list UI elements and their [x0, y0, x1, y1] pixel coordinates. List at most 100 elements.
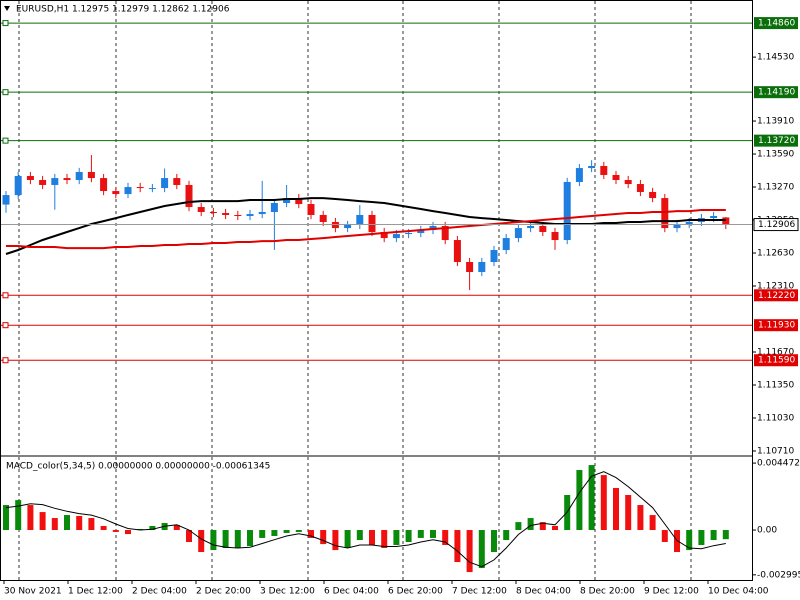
candle-body: [563, 181, 571, 241]
macd-bar: [295, 530, 302, 532]
candle-body: [551, 231, 559, 241]
level-anchor: [2, 357, 9, 364]
macd-bar: [88, 518, 95, 531]
candle-body: [295, 198, 303, 205]
macd-bar: [369, 530, 375, 545]
candle-body: [649, 191, 657, 199]
candle-body: [685, 221, 693, 225]
y-tick-label: 1.11670: [757, 347, 794, 357]
macd-bar: [308, 530, 314, 538]
macd-bar: [149, 525, 156, 531]
candle-body: [636, 184, 644, 192]
candle-body: [356, 214, 364, 225]
macd-bar: [686, 530, 693, 551]
level-price-box: [754, 17, 798, 30]
macd-bar: [405, 530, 412, 542]
indicator-title: MACD_color(5,34,5) 0.00000000 0.00000000…: [6, 462, 270, 472]
macd-bar: [64, 515, 70, 531]
macd-bar: [210, 530, 217, 551]
candle-body: [222, 213, 230, 215]
x-tick-label: 8 Dec 20:00: [580, 587, 635, 597]
macd-bar: [588, 465, 595, 531]
macd-bar: [430, 530, 436, 538]
candle-body: [283, 198, 291, 204]
macd-bar: [661, 530, 668, 542]
macd-bar: [637, 505, 644, 531]
y-tick-label: 0.00: [757, 526, 777, 536]
menu-arrow[interactable]: [4, 6, 10, 11]
macd-bar: [478, 530, 485, 569]
macd-bar: [503, 530, 510, 541]
x-tick-label: 9 Dec 12:00: [644, 587, 699, 597]
macd-bar: [649, 515, 656, 531]
level-price-box: [754, 134, 798, 147]
macd-bar: [125, 530, 131, 535]
macd-bar: [76, 515, 83, 531]
candle-body: [26, 175, 34, 181]
y-tick-label: 1.11030: [757, 413, 794, 423]
moving-average: [5, 197, 726, 255]
macd-bar: [454, 530, 461, 563]
y-tick-label: 1.13910: [757, 117, 794, 127]
candle-body: [75, 171, 83, 181]
y-tick-label: 1.13270: [757, 183, 794, 193]
x-tick-label: 6 Dec 04:00: [324, 587, 379, 597]
level-anchor: [2, 292, 9, 299]
macd-bar: [442, 530, 449, 545]
macd-bar: [698, 530, 705, 545]
candle-body: [514, 228, 522, 239]
candle-body: [161, 178, 169, 189]
x-tick-label: 7 Dec 12:00: [452, 587, 507, 597]
macd-bar: [234, 530, 241, 548]
candle-body: [673, 224, 681, 229]
level-price-label: 1.11590: [758, 356, 795, 366]
x-tick-label: 10 Dec 04:00: [708, 587, 769, 597]
y-tick-label: 1.13590: [757, 150, 794, 160]
macd-bar: [710, 530, 717, 541]
macd-bar: [259, 530, 266, 538]
candle-body: [124, 187, 132, 195]
candle-body: [466, 261, 474, 272]
level-price-box: [754, 319, 798, 332]
candle-body: [148, 188, 156, 190]
macd-bar: [600, 475, 607, 531]
candle-body: [490, 250, 498, 262]
macd-bar: [576, 470, 583, 531]
candle-body: [624, 180, 632, 185]
macd-bar: [552, 525, 558, 531]
candle-body: [51, 178, 59, 185]
candle-body: [234, 214, 242, 217]
candle-body: [136, 187, 144, 189]
level-price-label: 1.14860: [758, 19, 795, 29]
candle-body: [112, 191, 120, 195]
y-tick-label: 1.12310: [757, 282, 794, 292]
candle-body: [197, 207, 205, 212]
candle-body: [612, 174, 620, 181]
y-tick-label: 1.11350: [757, 380, 794, 390]
candle-body: [39, 180, 47, 185]
y-tick-label: 1.14530: [757, 53, 794, 63]
y-tick-label: 1.12630: [757, 249, 794, 259]
x-tick-label: 2 Dec 20:00: [196, 587, 251, 597]
macd-bar: [15, 500, 22, 531]
level-anchor: [2, 89, 9, 96]
level-price-box: [754, 86, 798, 99]
x-tick-label: 3 Dec 12:00: [260, 587, 315, 597]
candle-body: [258, 211, 266, 215]
macd-bar: [3, 505, 9, 531]
macd-bar: [271, 530, 278, 537]
candle-body: [173, 178, 181, 185]
macd-bar: [173, 525, 180, 531]
candle-body: [575, 168, 583, 182]
x-tick-label: 6 Dec 20:00: [388, 587, 443, 597]
level-anchor: [2, 20, 9, 27]
candle-body: [209, 211, 217, 214]
x-tick-label: 8 Dec 04:00: [516, 587, 571, 597]
macd-bar: [515, 522, 522, 531]
candle-body: [185, 184, 193, 208]
candle-body: [344, 224, 352, 229]
macd-bar: [39, 512, 46, 531]
candle-body: [417, 230, 425, 234]
level-anchor: [2, 322, 9, 329]
